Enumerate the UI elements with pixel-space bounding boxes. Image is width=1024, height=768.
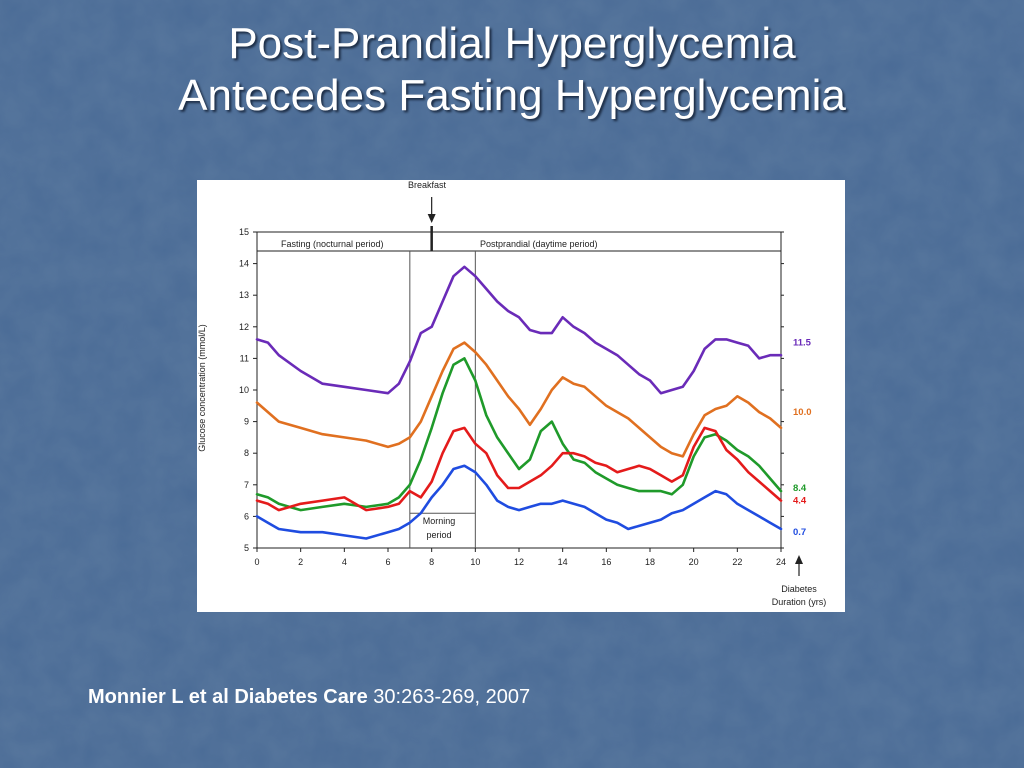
x-tick-label: 0 — [254, 557, 259, 567]
series-line-11-5 — [255, 265, 783, 395]
y-tick-label: 5 — [244, 543, 249, 553]
series-line-0-7 — [255, 464, 783, 540]
y-tick-label: 12 — [239, 322, 249, 332]
morning-period-label-line-1: Morning — [423, 516, 456, 526]
breakfast-arrow-head — [427, 214, 436, 223]
postprandial-period-label: Postprandial (daytime period) — [480, 239, 598, 249]
y-tick-label: 10 — [239, 385, 249, 395]
morning-period-label-line-2: period — [426, 530, 451, 540]
glucose-chart-figure: 0 2 4 6 8 10 12 14 16 18 20 22 24 5 6 7 8 9 10 11 12 13 14 15 11… — [197, 180, 845, 612]
series-line-4-4 — [255, 426, 783, 512]
x-tick-label: 12 — [514, 557, 524, 567]
citation: Monnier L et al Diabetes Care 30:263-269… — [88, 686, 530, 709]
glucose-line-chart: 0 2 4 6 8 10 12 14 16 18 20 22 245678910111213141511… — [197, 180, 827, 607]
slide-title-line-1: Post-Prandial Hyperglycemia — [228, 19, 796, 68]
series-label-11-5: 11.5 — [793, 338, 812, 349]
x-tick-label: 18 — [645, 557, 655, 567]
duration-arrow-head — [795, 555, 803, 564]
x-tick-label: 8 — [429, 557, 434, 567]
diabetes-duration-label-line-1: Diabetes — [781, 584, 817, 594]
y-tick-label: 8 — [244, 448, 249, 458]
y-tick-label: 15 — [239, 227, 249, 237]
y-axis-label: Glucose concentration (mmol/L) — [197, 324, 207, 452]
x-tick-label: 2 — [298, 557, 303, 567]
y-tick-label: 6 — [244, 511, 249, 521]
fasting-period-label: Fasting (nocturnal period) — [281, 239, 384, 249]
x-tick-label: 24 — [776, 557, 786, 567]
citation-volume-pages: 30:263-269, 2007 — [367, 686, 531, 708]
x-tick-label: 20 — [689, 557, 699, 567]
citation-source: Monnier L et al Diabetes Care — [88, 686, 368, 708]
y-tick-label: 11 — [240, 353, 249, 363]
x-tick-label: 22 — [732, 557, 742, 567]
slide-title-line-2: Antecedes Fasting Hyperglycemia — [178, 71, 846, 120]
series-line-10-0 — [255, 341, 783, 458]
y-tick-label: 7 — [244, 480, 249, 490]
slide-title: Post-Prandial Hyperglycemia Antecedes Fa… — [0, 18, 1024, 122]
y-tick-label: 14 — [239, 259, 249, 269]
y-tick-label: 13 — [239, 290, 249, 300]
breakfast-label: Breakfast — [408, 180, 447, 190]
x-tick-label: 10 — [470, 557, 480, 567]
series-label-8-4: 8.4 — [793, 483, 807, 494]
series-label-0-7: 0.7 — [793, 527, 806, 538]
x-tick-label: 6 — [385, 557, 390, 567]
series-line-8-4 — [255, 357, 783, 512]
x-tick-label: 16 — [601, 557, 611, 567]
series-label-4-4: 4.4 — [793, 496, 807, 507]
x-tick-label: 4 — [342, 557, 347, 567]
plot-frame — [256, 231, 782, 549]
diabetes-duration-label-line-2: Duration (yrs) — [772, 597, 827, 607]
x-tick-label: 14 — [558, 557, 568, 567]
y-tick-label: 9 — [244, 417, 249, 427]
series-label-10-0: 10.0 — [793, 407, 812, 418]
